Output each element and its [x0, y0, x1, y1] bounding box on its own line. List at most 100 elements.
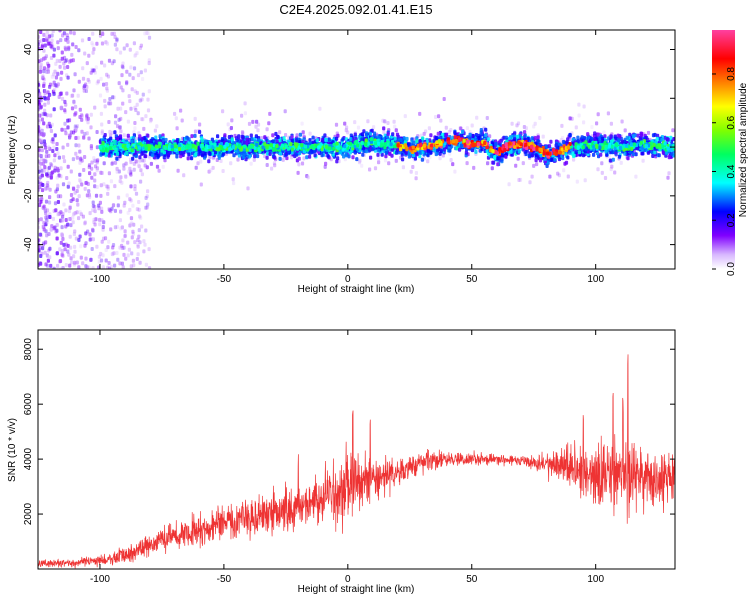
spectrogram-cell — [64, 131, 68, 136]
spectrogram-cell — [221, 169, 225, 173]
spectrogram-cell — [42, 168, 46, 173]
spectrogram-cell — [89, 257, 93, 262]
spectrogram-cell — [55, 187, 59, 192]
spectrogram-cell — [64, 208, 68, 213]
spectrogram-cell — [61, 253, 65, 258]
spectrogram-cell — [78, 149, 82, 154]
spectrogram-cell — [229, 126, 233, 130]
spectrogram-cell — [96, 79, 100, 84]
spectrogram-cell — [145, 204, 149, 209]
spectrogram-cell — [254, 124, 258, 129]
spectrogram-cell — [124, 161, 128, 166]
spectrogram-cell — [449, 158, 453, 162]
spectrogram-cell — [110, 161, 114, 166]
spectrogram-cell — [53, 133, 57, 138]
spectrogram-cell — [100, 206, 104, 211]
spectrogram-cell — [136, 237, 140, 242]
spectrogram-cell — [582, 104, 586, 109]
spectrogram-cell — [55, 228, 59, 233]
spectrogram-cell — [249, 133, 253, 138]
spectrogram-cell — [58, 64, 62, 69]
spectrogram-cell — [651, 154, 655, 158]
spectrogram-cell — [237, 134, 241, 139]
spectrogram-cell — [50, 33, 54, 38]
spectrogram-cell — [78, 160, 82, 165]
spectrogram-cell — [207, 159, 211, 164]
spectrogram-cell — [38, 69, 42, 74]
spectrogram-cell — [302, 156, 306, 161]
spectrogram-cell — [135, 51, 139, 56]
spectrogram-cell — [45, 233, 49, 238]
spectrogram-cell — [108, 101, 113, 106]
spectrogram-cell — [484, 133, 488, 138]
spectrogram-cell — [111, 203, 116, 208]
spectrogram-cell — [599, 152, 603, 157]
spectrogram-cell — [523, 130, 527, 135]
spectrogram-cell — [128, 171, 132, 176]
spectrogram-cell — [72, 100, 76, 105]
spectrogram-cell — [143, 242, 147, 247]
spectrogram-cell — [256, 122, 261, 127]
spectrogram-cell — [102, 220, 106, 225]
spectrogram-cell — [111, 245, 115, 250]
spectrogram-cell — [232, 181, 236, 186]
spectrogram-cell — [103, 63, 107, 68]
spectrogram-cell — [136, 242, 140, 247]
spectrogram-cell — [141, 117, 145, 122]
spectrogram-cell — [52, 92, 56, 97]
spectrogram-cell — [404, 151, 408, 155]
spectrogram-cell — [42, 38, 46, 42]
spectrogram-cell — [620, 139, 624, 144]
spectrogram-cell — [353, 132, 357, 137]
spectrogram-cell — [68, 204, 72, 209]
spectrogram-cell — [596, 112, 600, 117]
spectrogram-cell — [358, 158, 362, 163]
spectrogram-cell — [116, 124, 120, 129]
spectrogram-cell — [38, 91, 42, 96]
spectrogram-cell — [38, 185, 42, 189]
spectrogram-cell — [129, 160, 133, 165]
spectrogram-cell — [421, 136, 425, 141]
spectrogram-cell — [121, 101, 125, 106]
spectrogram-cell — [123, 173, 127, 178]
spectrogram-cell — [226, 122, 230, 127]
spectrogram-cell — [448, 148, 452, 153]
spectrogram-cell — [42, 89, 47, 93]
spectrogram-cell — [115, 47, 119, 52]
spectrogram-cell — [110, 252, 114, 257]
spectrogram-cell — [498, 139, 502, 144]
spectrogram-cell — [221, 109, 225, 114]
spectrogram-cell — [133, 184, 137, 189]
spectrogram-cell — [147, 89, 151, 94]
spectrogram-cell — [126, 253, 130, 258]
spectrogram-cell — [42, 139, 46, 144]
spectrogram-cell — [595, 121, 599, 126]
spectrogram-cell — [631, 152, 635, 157]
spectrogram-cell — [91, 228, 95, 233]
spectrogram-cell — [56, 151, 60, 156]
spectrogram-cell — [301, 130, 305, 135]
spectrogram-cell — [46, 180, 50, 185]
spectrogram-cell — [46, 258, 50, 263]
spectrogram-cell — [394, 158, 398, 163]
spectrogram-cell — [132, 66, 137, 71]
spectrogram-cell — [65, 176, 69, 180]
spectrogram-cell — [250, 137, 254, 142]
spectrogram-cell — [247, 121, 252, 126]
spectrogram-cell — [106, 265, 110, 269]
spectrogram-cell — [58, 259, 63, 263]
spectrogram-cell — [127, 94, 131, 99]
spectrogram-cell — [49, 162, 53, 167]
spectrogram-cell — [99, 258, 104, 263]
spectrogram-cell — [92, 217, 96, 222]
spectrogram-cell — [178, 150, 183, 155]
spectrogram-cell — [129, 198, 133, 203]
spectrogram-cell — [43, 142, 47, 147]
spectrogram-cell — [93, 209, 97, 214]
spectrogram-cell — [137, 164, 141, 169]
spectrogram-cell — [53, 87, 57, 92]
spectrogram-cell — [55, 142, 59, 146]
spectrogram-cell — [107, 58, 112, 63]
spectrogram-cell — [64, 263, 68, 267]
spectrogram-cell — [68, 263, 72, 268]
